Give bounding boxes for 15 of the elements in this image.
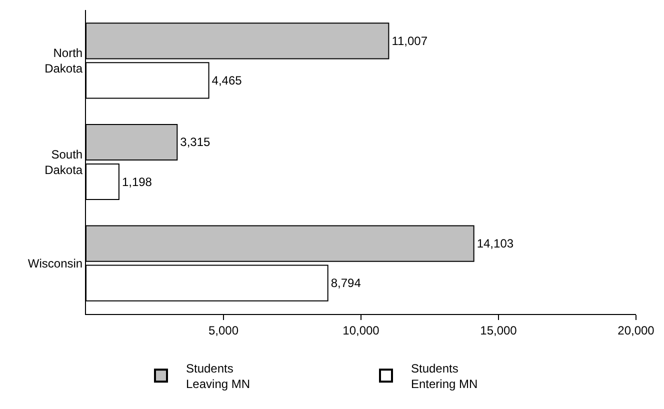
x-tick-label: 5,000 [208,323,239,338]
data-label: 3,315 [180,135,211,150]
x-tick-label: 15,000 [480,323,518,338]
x-tick-label: 10,000 [342,323,380,338]
y-tick-label: Wisconsin [28,256,83,271]
y-tick-label: South Dakota [44,147,83,177]
legend-label: Students Leaving MN [186,362,250,392]
x-tick-label: 20,000 [618,323,655,338]
data-label: 1,198 [122,174,152,189]
data-label: 11,007 [392,34,428,48]
data-label: 4,465 [212,73,242,88]
data-label: 14,103 [476,236,514,251]
y-tick-label: North Dakota [44,46,83,76]
data-label: 8,794 [330,276,362,290]
legend-label: Students Entering MN [411,362,478,392]
